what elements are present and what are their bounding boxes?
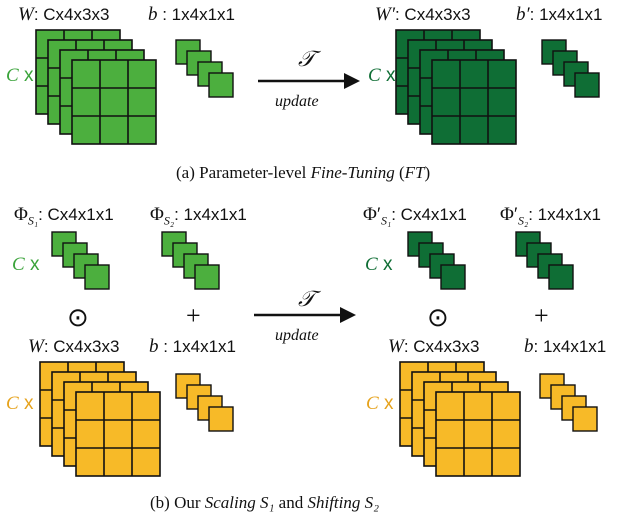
b-label-bottom-left: b : 1x4x1x1 xyxy=(149,336,236,357)
c-multiplier-yellow-right: C x xyxy=(366,393,394,414)
bias-tensor-top-left-block-4 xyxy=(208,72,234,98)
hadamard-operator-right: ⊙ xyxy=(427,303,449,332)
w-label-bottom-right: W: Cx4x3x3 xyxy=(388,336,480,357)
c-multiplier-top-left: C x xyxy=(6,65,34,86)
scale-vector-right-block-4 xyxy=(440,264,466,290)
caption-b: (b) Our Scaling S₁ and Shifting S₂ xyxy=(150,493,380,512)
b-prime-label-top-right: b′: 1x4x1x1 xyxy=(516,4,603,25)
b-label-bottom-right: b: 1x4x1x1 xyxy=(524,336,607,357)
update-arrow-bottom-head xyxy=(340,307,356,323)
hadamard-operator-left: ⊙ xyxy=(67,303,89,332)
w-label-bottom-left: W: Cx4x3x3 xyxy=(28,336,120,357)
b-label-top-left: b : 1x4x1x1 xyxy=(148,4,235,25)
update-label-bottom: update xyxy=(275,327,319,344)
phi-s1-label-left: ΦS₁: Cx4x1x1 xyxy=(14,204,114,228)
shift-vector-left-block-4 xyxy=(194,264,220,290)
c-multiplier-top-right: C x xyxy=(368,65,396,86)
c-multiplier-green-right: C x xyxy=(365,254,393,275)
plus-operator-right: + xyxy=(534,301,549,330)
w-label-top-left: W: Cx4x3x3 xyxy=(18,4,110,25)
bias-tensor-bottom-right-block-4 xyxy=(572,406,598,432)
update-label-top: update xyxy=(275,93,319,110)
bias-tensor-bottom-left-block-4 xyxy=(208,406,234,432)
shift-vector-right-block-4 xyxy=(548,264,574,290)
scale-vector-left-block-4 xyxy=(84,264,110,290)
weight-tensor-bottom-left-layer-4 xyxy=(75,391,161,477)
plus-operator-left: + xyxy=(186,301,201,330)
weight-tensor-top-right-layer-4 xyxy=(431,59,517,145)
caption-a: (a) Parameter-level Fine-Tuning (FT) xyxy=(176,163,431,182)
transform-symbol-top: 𝒯 xyxy=(298,46,315,71)
c-multiplier-green-left: C x xyxy=(12,254,40,275)
phi-s2-label-left: ΦS₂: 1x4x1x1 xyxy=(150,204,247,228)
transform-symbol-bottom: 𝒯 xyxy=(298,286,315,311)
phi-s2-prime-label-right: Φ′S₂: 1x4x1x1 xyxy=(500,204,601,228)
c-multiplier-yellow-left: C x xyxy=(6,393,34,414)
phi-s1-prime-label-right: Φ′S₁: Cx4x1x1 xyxy=(363,204,467,228)
weight-tensor-bottom-right-layer-4 xyxy=(435,391,521,477)
bias-tensor-top-right-block-4 xyxy=(574,72,600,98)
update-arrow-top-head xyxy=(344,73,360,89)
weight-tensor-top-left-layer-4 xyxy=(71,59,157,145)
w-prime-label-top-right: W′: Cx4x3x3 xyxy=(375,4,471,25)
